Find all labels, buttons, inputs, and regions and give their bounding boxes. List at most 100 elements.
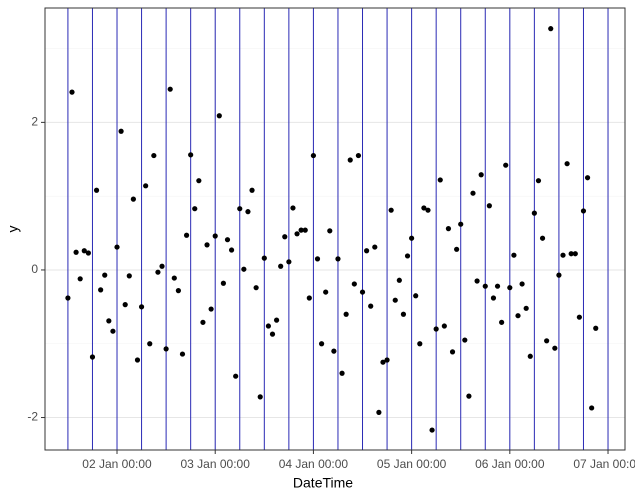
point <box>192 206 198 212</box>
point <box>208 306 214 312</box>
point <box>73 249 79 255</box>
point <box>519 281 525 287</box>
point <box>89 354 96 360</box>
point <box>282 234 288 240</box>
point <box>130 196 136 202</box>
point <box>224 237 231 243</box>
point <box>347 157 353 163</box>
point <box>175 288 181 294</box>
point <box>507 285 513 291</box>
point <box>302 227 308 233</box>
point <box>318 341 325 347</box>
point <box>482 283 488 289</box>
point <box>306 295 312 301</box>
point <box>437 177 443 183</box>
point <box>552 345 558 351</box>
point <box>396 277 402 283</box>
point <box>216 113 222 119</box>
point <box>179 351 186 357</box>
point <box>425 207 431 213</box>
point <box>278 263 284 269</box>
point <box>188 152 194 158</box>
point <box>449 349 456 355</box>
point <box>126 273 132 279</box>
point <box>364 248 370 254</box>
x-tick-label: 03 Jan 00:00 <box>181 457 251 471</box>
point <box>490 295 497 301</box>
point <box>269 331 276 337</box>
point <box>380 359 386 365</box>
point <box>494 283 501 289</box>
point <box>404 253 411 259</box>
point <box>376 409 382 415</box>
point <box>343 311 349 317</box>
point <box>163 346 169 352</box>
point <box>372 244 378 250</box>
point <box>118 128 124 134</box>
point <box>253 285 259 291</box>
point <box>515 313 521 319</box>
y-tick-label: -2 <box>27 410 38 424</box>
point <box>69 89 75 95</box>
point <box>417 341 423 347</box>
point <box>261 255 267 261</box>
point <box>474 278 480 284</box>
point <box>429 427 435 433</box>
point <box>151 152 157 159</box>
point <box>458 221 464 227</box>
point <box>265 323 272 329</box>
point <box>413 293 419 299</box>
point <box>523 305 529 311</box>
y-tick-label: 0 <box>31 262 38 276</box>
point <box>233 373 239 379</box>
point <box>572 251 578 257</box>
point <box>249 187 255 193</box>
point <box>98 287 104 293</box>
point <box>122 302 128 308</box>
point <box>576 314 582 320</box>
y-tick-label: 2 <box>31 115 38 129</box>
y-axis-title: y <box>5 226 21 233</box>
point <box>106 318 112 324</box>
point <box>290 205 296 211</box>
point <box>81 248 87 254</box>
point <box>339 370 345 376</box>
point <box>138 304 145 310</box>
point <box>102 272 108 278</box>
point <box>167 86 173 92</box>
point <box>392 297 398 303</box>
point <box>159 263 165 269</box>
point <box>65 295 71 301</box>
point <box>298 227 304 233</box>
point <box>220 280 226 286</box>
point <box>527 353 533 359</box>
point <box>114 244 120 250</box>
point <box>499 319 505 325</box>
point <box>110 328 116 334</box>
point <box>147 341 153 347</box>
point <box>335 256 341 262</box>
point <box>327 228 333 234</box>
point <box>85 250 91 256</box>
point <box>388 207 394 213</box>
point <box>478 172 484 178</box>
point <box>568 251 574 257</box>
point <box>470 190 476 196</box>
plot-panel <box>45 8 625 450</box>
point <box>257 394 263 400</box>
point <box>462 337 468 343</box>
point <box>368 303 374 309</box>
point <box>486 203 492 209</box>
point <box>237 206 243 212</box>
point <box>511 252 517 258</box>
point <box>584 175 591 181</box>
point <box>355 152 362 159</box>
x-tick-label: 06 Jan 00:00 <box>475 457 545 471</box>
point <box>212 233 218 239</box>
point <box>323 289 329 295</box>
point <box>441 323 447 329</box>
point <box>77 276 83 282</box>
point <box>155 269 161 275</box>
point <box>580 208 587 214</box>
